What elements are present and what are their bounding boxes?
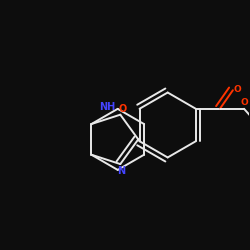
Text: O: O bbox=[118, 104, 126, 114]
Text: O: O bbox=[234, 85, 241, 94]
Text: N: N bbox=[117, 166, 125, 175]
Text: NH: NH bbox=[100, 102, 116, 112]
Text: O: O bbox=[240, 98, 248, 107]
